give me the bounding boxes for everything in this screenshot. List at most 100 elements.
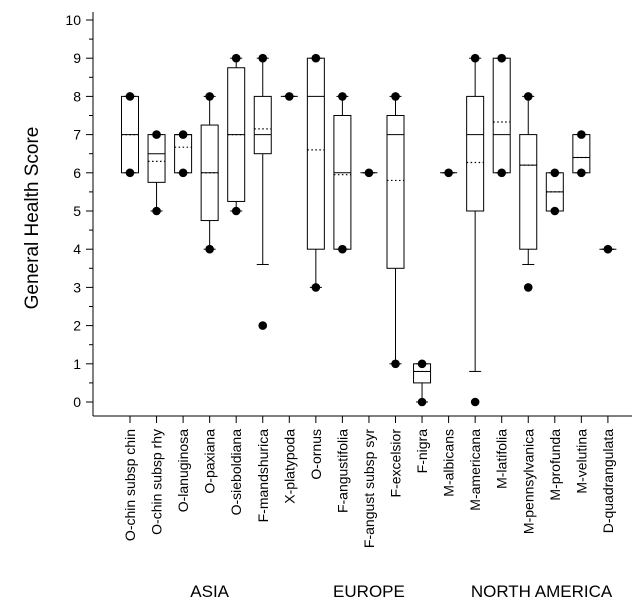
box-o-sieboldiana — [227, 53, 246, 216]
x-tick-label: M-americana — [467, 429, 483, 511]
outlier-point — [258, 321, 268, 330]
box-f-excelsior — [386, 92, 405, 369]
box-m-albicans — [440, 168, 458, 178]
outlier-point — [523, 283, 533, 292]
box-o-ornus — [306, 53, 325, 292]
box-o-lanuginosa — [174, 130, 193, 178]
box-o-chin-subsp-chin — [121, 92, 139, 178]
outlier-point — [391, 92, 400, 101]
x-tick-label: O-paxiana — [202, 429, 218, 494]
box-m-profunda — [545, 168, 564, 216]
x-tick-labels: O-chin subsp chin O-chin subsp rhy O-lanug… — [122, 429, 616, 548]
outlier-point — [311, 283, 321, 292]
outlier-point — [577, 168, 586, 178]
group-label: ASIA — [190, 582, 229, 601]
box-m-velutina — [572, 130, 591, 178]
x-tick-label: F-mandshurica — [255, 429, 271, 523]
boxes — [121, 53, 617, 407]
outlier-point — [470, 53, 480, 63]
outlier-point — [417, 359, 427, 369]
x-tick-label: F-angust subsp syr — [361, 429, 377, 548]
x-axis — [93, 415, 632, 423]
outlier-point — [550, 168, 560, 178]
outlier-point — [311, 53, 321, 63]
outlier-point — [391, 359, 400, 369]
box-f-angust-subsp-syr — [360, 168, 378, 178]
y-tick-label: 8 — [73, 88, 81, 104]
outlier-point — [497, 168, 507, 178]
y-tick-label: 5 — [73, 203, 81, 219]
y-tick-label: 7 — [73, 127, 81, 143]
y-tick-label: 4 — [73, 241, 81, 257]
outlier-point — [577, 130, 586, 139]
outlier-point — [417, 397, 427, 407]
box-f-mandshurica — [253, 53, 272, 330]
x-tick-label: O-chin subsp rhy — [149, 429, 165, 535]
x-tick-label: M-profunda — [547, 429, 563, 501]
outlier-point — [444, 168, 453, 178]
x-tick-label: O-lanuginosa — [175, 429, 191, 512]
box-f-nigra — [413, 359, 432, 407]
box-m-pennsylvanica — [519, 92, 538, 292]
x-tick-label: F-nigra — [414, 429, 430, 474]
box-m-latifolia — [492, 53, 511, 178]
y-axis: 0 1 2 3 4 5 6 7 8 9 10 — [65, 12, 94, 416]
outlier-point — [603, 244, 613, 254]
y-tick-label: 10 — [65, 12, 81, 28]
y-tick-label: 2 — [73, 318, 81, 334]
outlier-point — [258, 53, 268, 63]
x-tick-label: X-platypoda — [281, 429, 297, 504]
outlier-point — [178, 168, 188, 178]
box-iqr — [253, 95, 272, 155]
y-tick-label: 1 — [73, 356, 81, 372]
box-d-quadrangulata — [599, 244, 617, 254]
x-tick-label: M-velutina — [573, 429, 589, 494]
box-m-americana — [466, 53, 485, 407]
outlier-point — [231, 53, 241, 63]
x-tick-label: M-pennsylvanica — [520, 429, 536, 534]
x-tick-label: O-sieboldiana — [228, 429, 244, 516]
y-tick-label: 6 — [73, 165, 81, 181]
box-iqr — [333, 115, 352, 250]
outlier-point — [523, 92, 533, 101]
group-labels: ASIA EUROPE NORTH AMERICA — [190, 582, 613, 601]
x-tick-label: D-quadrangulata — [600, 429, 616, 534]
outlier-point — [231, 206, 241, 216]
outlier-point — [178, 130, 188, 139]
box-iqr — [386, 115, 405, 269]
outlier-point — [470, 397, 480, 407]
group-label: EUROPE — [333, 582, 405, 601]
outlier-point — [338, 92, 347, 101]
y-tick-label: 9 — [73, 50, 81, 66]
y-axis-label: General Health Score — [22, 127, 43, 310]
outlier-point — [205, 244, 214, 254]
outlier-point — [205, 92, 214, 101]
x-tick-label: M-latifolia — [494, 429, 510, 489]
outlier-point — [364, 168, 374, 178]
x-tick-label: F-angustifolia — [334, 429, 350, 513]
box-o-paxiana — [200, 92, 219, 254]
outlier-point — [338, 244, 347, 254]
outlier-point — [152, 130, 161, 139]
y-tick-label: 0 — [73, 394, 81, 410]
outlier-point — [497, 53, 507, 63]
box-iqr — [466, 95, 485, 212]
box-o-chin-subsp-rhy — [147, 130, 166, 216]
outlier-point — [125, 92, 135, 101]
box-iqr — [306, 57, 325, 250]
box-iqr — [519, 134, 538, 250]
outlier-point — [550, 206, 560, 216]
box-f-angustifolia — [333, 92, 352, 254]
box-iqr — [572, 134, 591, 174]
x-tick-label: F-excelsior — [388, 429, 404, 498]
box-x-platypoda — [280, 92, 298, 101]
y-tick-label: 3 — [73, 279, 81, 295]
group-label: NORTH AMERICA — [471, 582, 613, 601]
x-tick-label: M-albicans — [441, 429, 457, 497]
box-iqr — [492, 57, 511, 174]
outlier-point — [125, 168, 135, 178]
x-tick-label: O-ornus — [308, 429, 324, 480]
box-iqr — [174, 134, 193, 174]
x-tick-label: O-chin subsp chin — [122, 429, 138, 541]
